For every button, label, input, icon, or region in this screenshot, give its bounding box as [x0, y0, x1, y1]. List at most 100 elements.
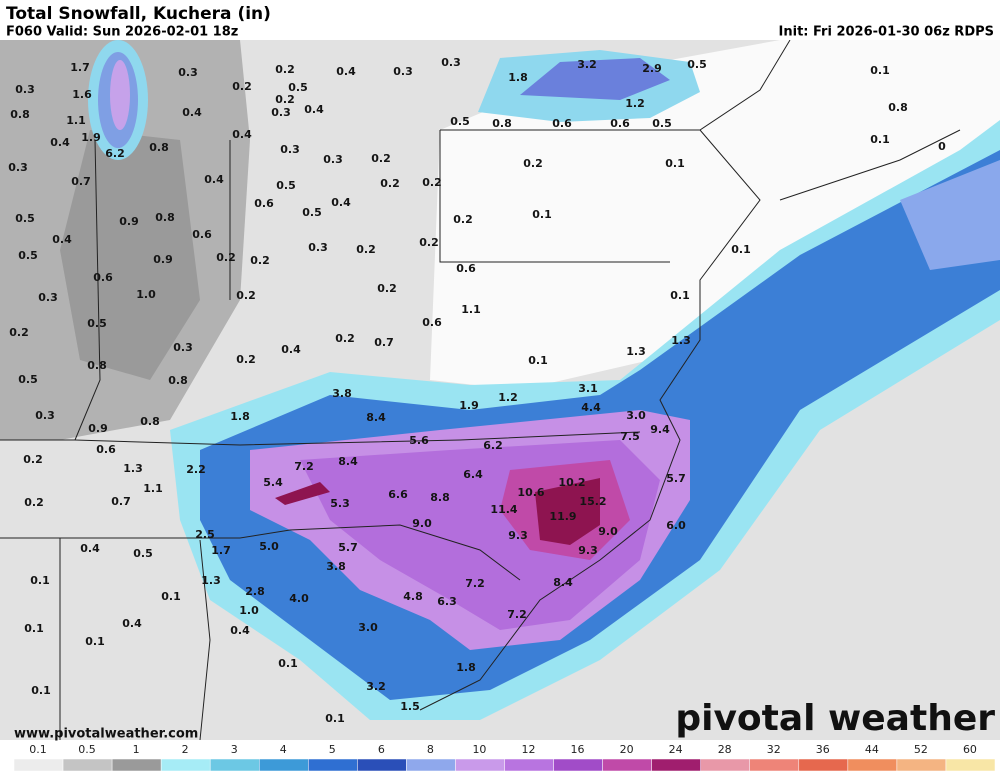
snow-label: 0.1	[85, 635, 105, 648]
snow-label: 8.4	[366, 411, 386, 424]
snow-label: 0.5	[87, 317, 107, 330]
snow-label: 5.7	[338, 541, 358, 554]
snow-label: 1.8	[456, 661, 476, 674]
snow-label: 1.3	[201, 574, 221, 587]
snow-label: 1.0	[239, 604, 259, 617]
snow-label: 8.8	[430, 491, 450, 504]
lake-snow	[520, 58, 670, 100]
legend-swatch	[111, 758, 162, 772]
snow-label: 7.2	[465, 577, 485, 590]
snow-label: 1.3	[671, 334, 691, 347]
legend-swatch	[406, 758, 456, 772]
state-line	[439, 130, 670, 263]
snow-label: 0.1	[870, 133, 890, 146]
snow-label: 0.2	[275, 93, 295, 106]
legend-label: 8	[427, 743, 434, 756]
snow-label: 0.2	[453, 213, 473, 226]
snow-label: 3.1	[578, 382, 598, 395]
snow-label: 0.2	[232, 80, 252, 93]
snow-label: 0.6	[610, 117, 630, 130]
snow-label: 0.4	[204, 173, 224, 186]
snow-label: 0.4	[281, 343, 301, 356]
state-line	[440, 39, 791, 131]
legend-swatch	[798, 758, 849, 772]
legend-label: 16	[571, 743, 585, 756]
legend-label: 12	[522, 743, 536, 756]
legend-swatch	[847, 758, 898, 772]
snow-label: 2.2	[186, 463, 206, 476]
snow-label: 0.3	[271, 106, 291, 119]
legend-label: 32	[767, 743, 781, 756]
snow-label: 0.4	[122, 617, 142, 630]
snow-label: 0.5	[450, 115, 470, 128]
snow-label: 3.0	[626, 409, 646, 422]
snow-label: 5.6	[409, 434, 429, 447]
legend-swatch	[209, 758, 260, 772]
legend-label: 2	[182, 743, 189, 756]
legend-label: 52	[914, 743, 928, 756]
snow-label: 0.5	[652, 117, 672, 130]
snow-label: 4.8	[403, 590, 423, 603]
snow-label: 2.5	[195, 528, 215, 541]
snow-label: 0.1	[665, 157, 685, 170]
snow-label: 0.1	[870, 64, 890, 77]
snow-label: 6.3	[437, 595, 457, 608]
snow-label: 0.4	[232, 128, 252, 141]
snow-label: 1.1	[461, 303, 481, 316]
snow-label: 0.1	[325, 712, 345, 725]
snow-label: 0.3	[178, 66, 198, 79]
snow-label: 0.4	[230, 624, 250, 637]
snow-label: 3.0	[358, 621, 378, 634]
snow-label: 3.2	[366, 680, 386, 693]
snow-label: 15.2	[579, 495, 606, 508]
legend-swatch	[160, 758, 211, 772]
snow-label: 0.4	[182, 106, 202, 119]
snow-label: 0.8	[155, 211, 175, 224]
snow-label: 0.2	[275, 63, 295, 76]
legend-swatch	[749, 758, 800, 772]
gray-snow-dark	[60, 130, 200, 380]
snow-label: 7.5	[620, 430, 640, 443]
snow-label: 0.2	[236, 289, 256, 302]
snow-label: 1.1	[66, 114, 86, 127]
legend-label: 0.5	[78, 743, 96, 756]
snow-label: 0.1	[31, 684, 51, 697]
snow-label: 0.2	[371, 152, 391, 165]
snow-label: 0.6	[192, 228, 212, 241]
snow-label: 9.0	[598, 525, 618, 538]
snow-label: 0.2	[236, 353, 256, 366]
snow-label: 0.4	[331, 196, 351, 209]
snow-label: 6.4	[463, 468, 483, 481]
snow-label: 5.0	[259, 540, 279, 553]
snow-label: 1.0	[136, 288, 156, 301]
snow-label: 0.3	[280, 143, 300, 156]
snow-label: 6.2	[105, 147, 125, 160]
legend-swatch	[357, 758, 407, 772]
legend-label: 6	[378, 743, 385, 756]
logo: pivotal weather	[675, 698, 995, 739]
snow-label: 0.7	[374, 336, 394, 349]
snow-label: 0.9	[153, 253, 173, 266]
snow-label: 0.3	[441, 56, 461, 69]
legend-swatch	[504, 758, 554, 772]
legend-label: 10	[472, 743, 486, 756]
snow-label: 0.2	[335, 332, 355, 345]
legend: 0.1 0.5 1 2 3 4 5 6 8 10 12 16 20 24 28 32 36 44 52 60	[13, 743, 996, 772]
snow-label: 0.3	[323, 153, 343, 166]
snow-label: 8.4	[553, 576, 573, 589]
snow-label: 0.2	[523, 157, 543, 170]
snow-label: 0.2	[380, 177, 400, 190]
snow-label: 0.2	[356, 243, 376, 256]
header-bar	[0, 0, 1000, 40]
legend-swatch	[62, 758, 113, 772]
snow-label: 0.2	[250, 254, 270, 267]
snow-label: 0.2	[9, 326, 29, 339]
snow-label: 0.1	[670, 289, 690, 302]
snow-label: 9.3	[578, 544, 598, 557]
snow-8in	[900, 160, 1000, 270]
map	[0, 39, 1000, 741]
snow-20in	[275, 482, 330, 505]
snow-label: 0.8	[87, 359, 107, 372]
title: Total Snowfall, Kuchera (in)	[6, 4, 271, 24]
